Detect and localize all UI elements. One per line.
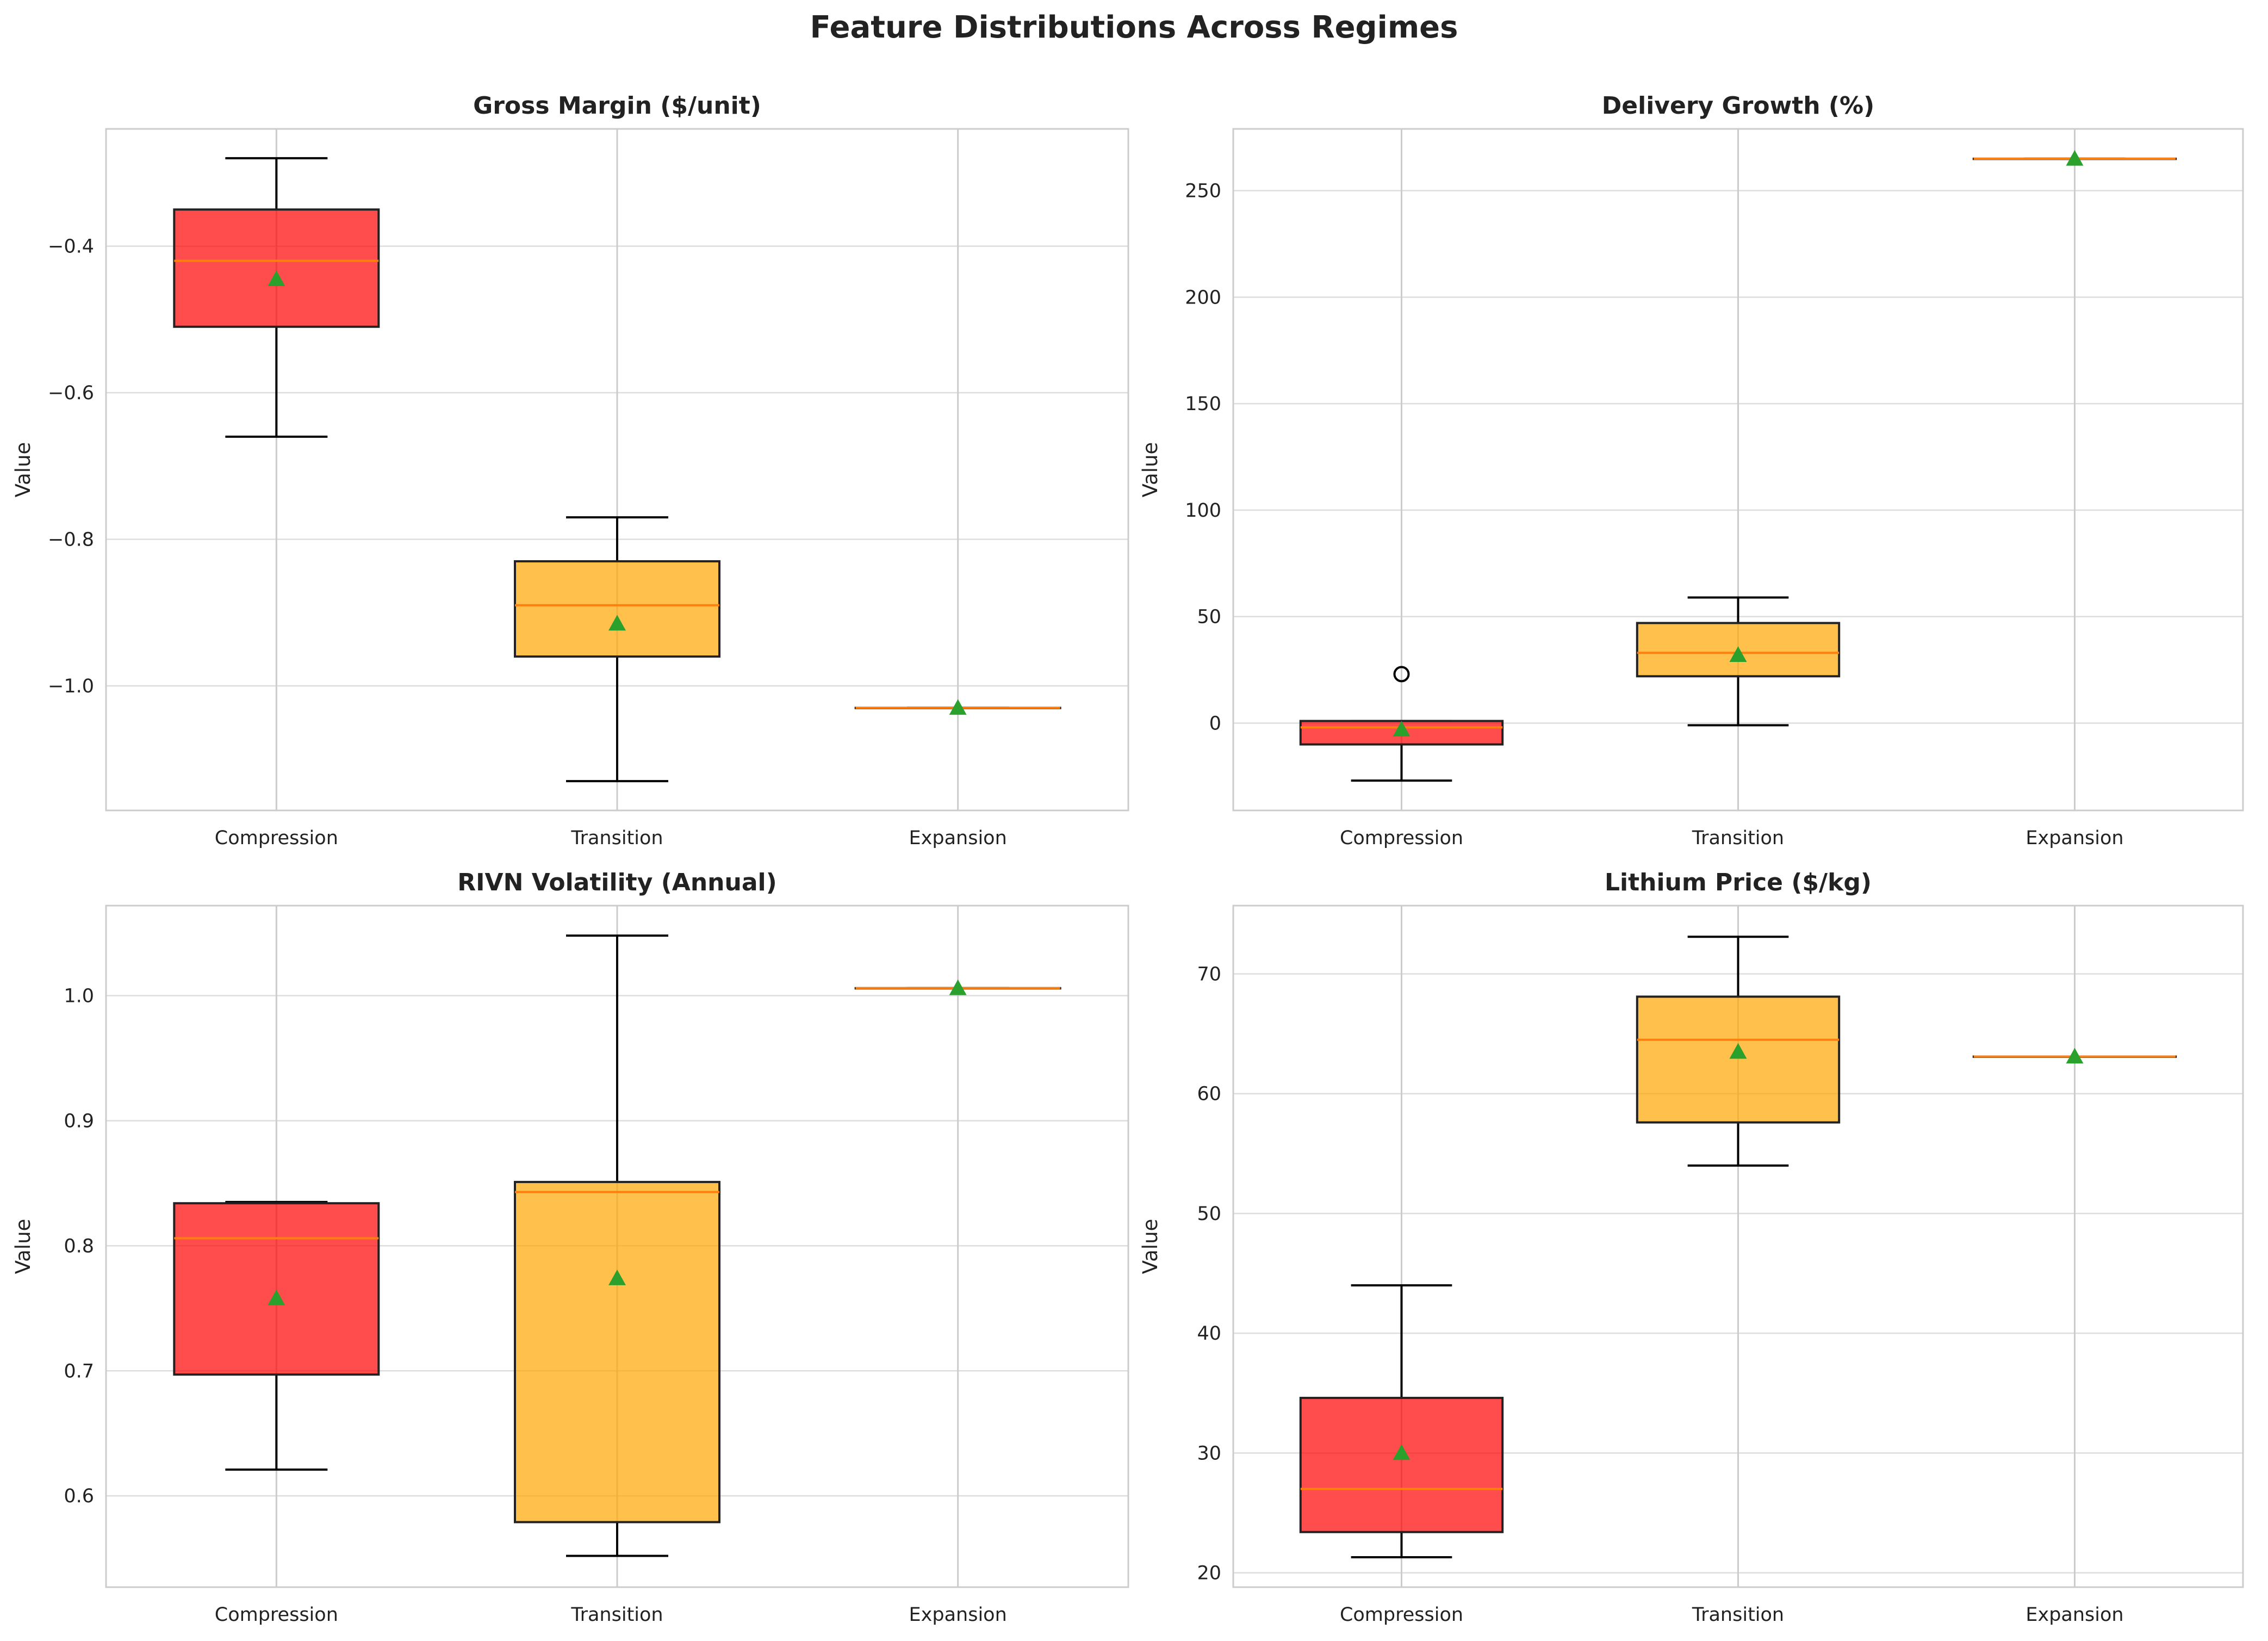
subplot-1: −1.0 −0.8 −0.6 −0.4 Compression Transition Exp… <box>11 92 1129 849</box>
y-tick-label: 50 <box>1197 606 1221 628</box>
y-tick-label: 250 <box>1185 181 1221 202</box>
box-compression <box>173 157 380 438</box>
y-tick-label: 0 <box>1209 713 1221 734</box>
box-expansion <box>854 699 1061 715</box>
y-tick-label: −1.0 <box>48 676 94 697</box>
x-tick-label: Transition <box>1692 1604 1784 1626</box>
box-compression <box>173 1200 380 1471</box>
axes-frame <box>1232 128 2244 812</box>
mean-marker <box>268 1289 285 1305</box>
y-tick-label: 0.9 <box>64 1110 94 1132</box>
axes-frame <box>105 905 1129 1588</box>
y-tick-label: 0.6 <box>64 1485 94 1507</box>
y-axis-label: Value <box>1139 1219 1162 1274</box>
x-tick-label: Expansion <box>909 1604 1007 1626</box>
box-transition <box>1636 596 1841 727</box>
y-axis-label: Value <box>1139 442 1162 498</box>
y-axis-label: Value <box>11 1219 35 1274</box>
box-compression <box>1299 666 1504 782</box>
mean-marker <box>1729 1043 1747 1059</box>
x-tick-label: Compression <box>1340 827 1463 849</box>
box-expansion <box>854 979 1061 995</box>
mean-marker <box>1393 721 1410 737</box>
axes-frame <box>1232 905 2244 1588</box>
box-body <box>514 1181 720 1524</box>
box-transition <box>514 516 720 783</box>
mean-marker <box>2066 150 2084 166</box>
subplot-title: Gross Margin ($/unit) <box>473 92 761 120</box>
box-expansion <box>1972 150 2177 166</box>
y-tick-label: 150 <box>1185 393 1221 415</box>
x-tick-label: Expansion <box>2025 827 2123 849</box>
axes-frame <box>105 128 1129 812</box>
subplot-title: RIVN Volatility (Annual) <box>457 869 776 896</box>
box-body <box>1636 995 1841 1124</box>
y-axis-label: Value <box>11 442 35 498</box>
y-tick-label: −0.8 <box>48 529 94 550</box>
mean-marker <box>268 270 285 286</box>
subplot-3: 0.6 0.7 0.8 0.9 1.0 Compression Transition Expa… <box>11 869 1129 1626</box>
x-tick-label: Expansion <box>2025 1604 2123 1626</box>
mean-marker <box>949 699 967 715</box>
y-tick-label: 30 <box>1197 1442 1221 1464</box>
outlier-point <box>1393 666 1410 683</box>
x-tick-label: Compression <box>1340 1604 1463 1626</box>
x-tick-label: Expansion <box>909 827 1007 849</box>
y-tick-label: 100 <box>1185 500 1221 522</box>
y-tick-label: 0.7 <box>64 1360 94 1382</box>
x-tick-label: Transition <box>570 827 663 849</box>
x-tick-label: Compression <box>215 1604 338 1626</box>
box-transition <box>1636 936 1841 1167</box>
box-transition <box>514 934 720 1557</box>
y-tick-label: 60 <box>1197 1083 1221 1105</box>
y-tick-label: 1.0 <box>64 986 94 1007</box>
figure-title: Feature Distributions Across Regimes <box>810 10 1458 45</box>
box-body <box>173 1202 380 1376</box>
y-tick-label: 40 <box>1197 1323 1221 1345</box>
x-tick-label: Compression <box>215 827 338 849</box>
mean-marker <box>608 1270 626 1285</box>
box-body <box>173 208 380 328</box>
mean-marker <box>608 615 626 631</box>
box-expansion <box>1972 1048 2177 1064</box>
mean-marker <box>1729 646 1747 662</box>
mean-marker <box>1393 1444 1410 1460</box>
y-tick-label: 70 <box>1197 964 1221 986</box>
y-tick-label: 200 <box>1185 287 1221 308</box>
subplot-4: 20 30 40 50 60 70 Compression Transition Expansi… <box>1139 869 2244 1626</box>
x-tick-label: Transition <box>570 1604 663 1626</box>
subplot-2: 0 50 100 150 200 250 Compression Transition Expa… <box>1139 92 2244 849</box>
box-body <box>514 560 720 658</box>
box-body <box>1299 1397 1504 1533</box>
x-tick-label: Transition <box>1692 827 1784 849</box>
y-tick-label: 20 <box>1197 1563 1221 1584</box>
y-tick-label: 0.8 <box>64 1235 94 1257</box>
mean-marker <box>949 979 967 995</box>
y-tick-label: −0.4 <box>48 236 94 258</box>
mean-marker <box>2066 1048 2084 1064</box>
y-tick-label: −0.6 <box>48 382 94 404</box>
subplot-title: Lithium Price ($/kg) <box>1605 869 1872 896</box>
box-compression <box>1299 1284 1504 1558</box>
y-tick-label: 50 <box>1197 1203 1221 1225</box>
subplot-title: Delivery Growth (%) <box>1602 92 1874 120</box>
